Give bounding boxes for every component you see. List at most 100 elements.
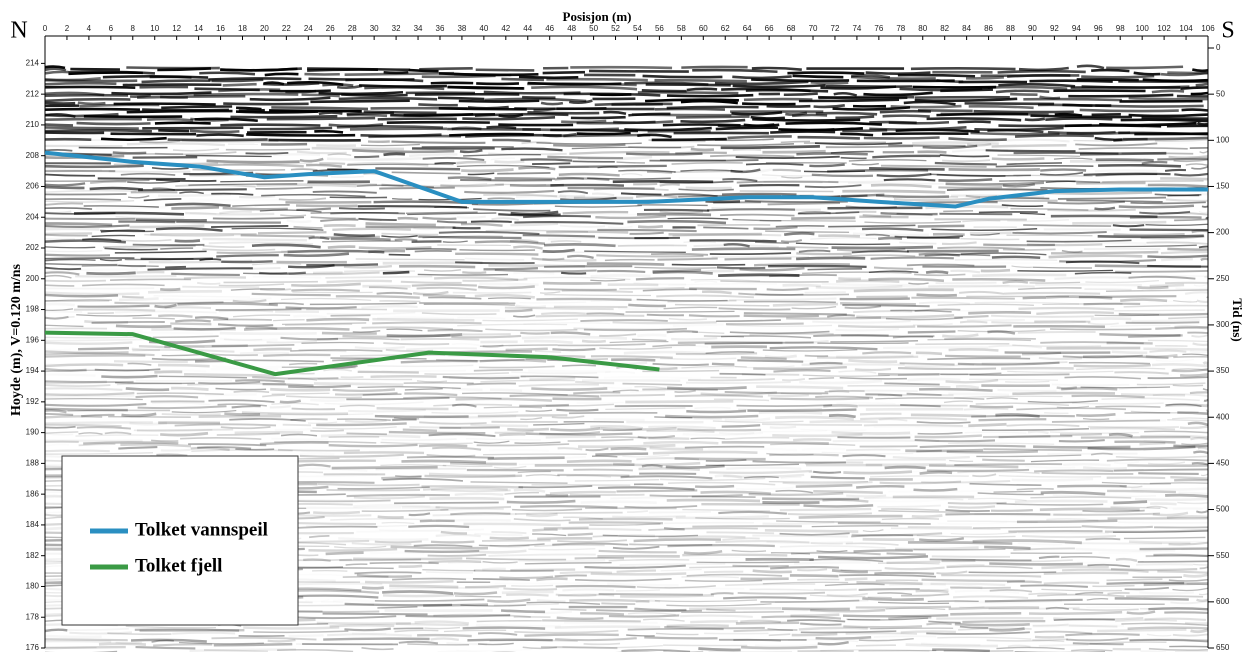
- texture-stroke: [341, 93, 408, 98]
- texture-stroke: [755, 241, 789, 244]
- texture-stroke: [623, 350, 706, 355]
- texture-stroke: [44, 263, 118, 266]
- texture-stroke: [44, 149, 73, 152]
- texture-stroke: [44, 97, 131, 103]
- texture-stroke: [44, 239, 126, 244]
- texture-stroke: [44, 299, 112, 302]
- texture-stroke: [428, 433, 496, 438]
- y-tick-label: 208: [26, 151, 40, 160]
- texture-stroke: [394, 629, 439, 633]
- texture-stroke: [423, 603, 489, 607]
- texture-stroke: [892, 335, 935, 339]
- texture-stroke: [1083, 172, 1171, 176]
- texture-stroke: [78, 432, 103, 435]
- texture-stroke: [762, 423, 863, 427]
- texture-stroke: [266, 340, 317, 344]
- texture-stroke: [851, 162, 879, 166]
- texture-stroke: [544, 293, 651, 297]
- texture-stroke: [375, 167, 461, 171]
- texture-stroke: [354, 571, 422, 575]
- texture-stroke: [552, 347, 596, 352]
- texture-stroke: [969, 482, 1042, 486]
- texture-stroke: [955, 591, 1019, 593]
- texture-stroke: [326, 156, 422, 161]
- texture-stroke: [336, 418, 391, 421]
- texture-stroke: [44, 117, 142, 121]
- texture-stroke: [1186, 583, 1209, 586]
- texture-stroke: [369, 561, 439, 565]
- texture-stroke: [397, 216, 419, 221]
- texture-stroke: [968, 497, 1027, 502]
- texture-stroke: [611, 358, 656, 362]
- texture-stroke: [676, 115, 750, 119]
- texture-stroke: [881, 517, 940, 521]
- texture-stroke: [665, 464, 725, 469]
- texture-stroke: [768, 480, 868, 483]
- texture-stroke: [1085, 537, 1121, 541]
- texture-stroke: [1118, 522, 1208, 523]
- texture-stroke: [1087, 322, 1119, 326]
- texture-stroke: [566, 459, 632, 463]
- texture-stroke: [612, 389, 639, 393]
- texture-stroke: [77, 101, 106, 106]
- texture-stroke: [524, 339, 573, 345]
- texture-stroke: [625, 399, 734, 404]
- texture-stroke: [1190, 91, 1209, 96]
- texture-stroke: [369, 176, 443, 177]
- texture-stroke: [830, 339, 919, 343]
- texture-stroke: [648, 510, 711, 514]
- texture-stroke: [705, 459, 747, 462]
- texture-stroke: [597, 166, 618, 169]
- texture-stroke: [522, 95, 556, 100]
- texture-stroke: [1037, 103, 1093, 108]
- texture-stroke: [675, 352, 758, 356]
- texture-stroke: [401, 459, 487, 464]
- texture-stroke: [740, 645, 818, 650]
- texture-stroke: [94, 368, 161, 372]
- texture-stroke: [470, 423, 529, 428]
- texture-stroke: [1133, 71, 1161, 76]
- texture-stroke: [1144, 617, 1207, 622]
- texture-stroke: [233, 314, 291, 318]
- texture-stroke: [1095, 173, 1158, 177]
- texture-stroke: [970, 232, 1000, 236]
- texture-stroke: [211, 225, 289, 228]
- texture-stroke: [97, 177, 186, 181]
- y2-tick-label: 50: [1216, 89, 1225, 98]
- texture-stroke: [1153, 553, 1209, 558]
- texture-stroke: [1149, 349, 1187, 353]
- texture-stroke: [729, 297, 837, 302]
- texture-stroke: [851, 250, 909, 254]
- texture-stroke: [489, 388, 523, 393]
- texture-stroke: [44, 394, 135, 398]
- texture-stroke: [417, 273, 509, 276]
- texture-stroke: [672, 346, 708, 347]
- texture-stroke: [706, 608, 736, 612]
- texture-stroke: [404, 388, 443, 391]
- texture-stroke: [709, 469, 813, 475]
- texture-stroke: [609, 340, 669, 344]
- texture-stroke: [852, 232, 929, 237]
- texture-stroke: [921, 642, 981, 646]
- texture-stroke: [515, 194, 567, 199]
- texture-stroke: [44, 137, 92, 142]
- texture-stroke: [483, 453, 587, 456]
- texture-stroke: [1174, 218, 1209, 222]
- texture-stroke: [251, 243, 321, 249]
- texture-stroke: [898, 367, 997, 370]
- texture-stroke: [1106, 341, 1153, 345]
- texture-stroke: [353, 495, 425, 500]
- texture-stroke: [386, 328, 423, 332]
- texture-stroke: [1134, 497, 1209, 502]
- texture-stroke: [1140, 434, 1209, 439]
- texture-stroke: [941, 574, 1042, 578]
- texture-stroke: [989, 589, 1033, 593]
- texture-stroke: [488, 297, 531, 300]
- texture-stroke: [390, 113, 474, 118]
- texture-stroke: [525, 474, 560, 477]
- texture-stroke: [556, 408, 599, 412]
- texture-stroke: [879, 109, 931, 114]
- texture-stroke: [731, 111, 783, 116]
- texture-stroke: [959, 290, 1005, 295]
- texture-stroke: [520, 417, 543, 421]
